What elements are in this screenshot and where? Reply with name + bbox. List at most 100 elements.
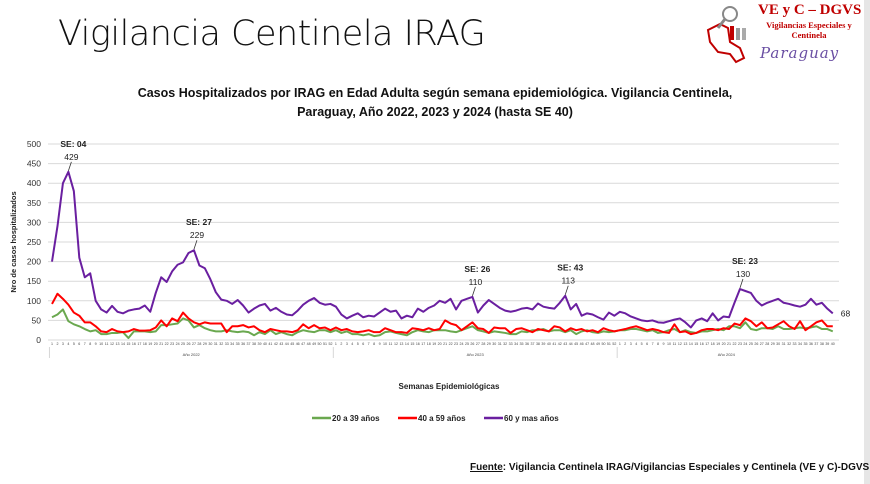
x-tick-label: 45 <box>574 342 578 346</box>
x-tick-label: 35 <box>236 342 240 346</box>
y-tick-label: 150 <box>27 276 41 286</box>
x-tick-label: 37 <box>530 342 534 346</box>
source-label: Fuente <box>470 462 503 473</box>
x-tick-label: 43 <box>563 342 567 346</box>
annotation-value: 229 <box>190 230 204 240</box>
x-tick-label: 26 <box>754 342 758 346</box>
x-tick-label: 8 <box>89 342 91 346</box>
x-tick-label: 38 <box>820 342 824 346</box>
x-tick-label: 31 <box>498 342 502 346</box>
x-tick-label: 7 <box>368 342 370 346</box>
x-tick-label: 6 <box>646 342 648 346</box>
annotation-week: SE: 26 <box>464 264 490 274</box>
x-tick-label: 32 <box>787 342 791 346</box>
x-tick-label: 16 <box>132 342 136 346</box>
x-tick-label: 28 <box>481 342 485 346</box>
x-tick-label: 42 <box>274 342 278 346</box>
x-tick-label: 21 <box>443 342 447 346</box>
x-tick-label: 35 <box>520 342 524 346</box>
x-tick-label: 32 <box>503 342 507 346</box>
x-tick-label: 34 <box>230 342 234 346</box>
x-tick-label: 31 <box>214 342 218 346</box>
x-tick-label: 27 <box>760 342 764 346</box>
annotation-value: 429 <box>64 152 78 162</box>
x-tick-label: 5 <box>357 342 359 346</box>
x-tick-label: 6 <box>78 342 80 346</box>
x-tick-label: 52 <box>328 342 332 346</box>
x-tick-label: 1 <box>619 342 621 346</box>
legend-label: 60 y mas años <box>504 414 559 423</box>
x-tick-label: 12 <box>394 342 398 346</box>
x-tick-label: 36 <box>525 342 529 346</box>
x-tick-label: 3 <box>346 342 348 346</box>
x-tick-label: 44 <box>285 342 289 346</box>
x-tick-label: 36 <box>809 342 813 346</box>
y-tick-label: 50 <box>32 315 42 325</box>
source-note: Fuente: Vigilancia Centinela IRAG/Vigila… <box>470 462 869 473</box>
x-tick-label: 42 <box>558 342 562 346</box>
x-tick-label: 47 <box>301 342 305 346</box>
x-tick-label: 14 <box>121 342 125 346</box>
annotation-leader <box>68 161 72 171</box>
x-tick-label: 17 <box>705 342 709 346</box>
chart-title-line-2: Paraguay, Año 2022, 2023 y 2024 (hasta S… <box>297 105 573 119</box>
x-tick-label: 6 <box>362 342 364 346</box>
x-tick-label: 4 <box>351 342 353 346</box>
slide-edge <box>864 0 870 484</box>
x-tick-label: 33 <box>793 342 797 346</box>
x-tick-label: 26 <box>187 342 191 346</box>
x-tick-label: 20 <box>438 342 442 346</box>
x-tick-label: 7 <box>84 342 86 346</box>
series-line-20-a-39-años <box>51 308 834 340</box>
slide-title: Vigilancia Centinela IRAG <box>58 14 486 54</box>
x-tick-label: 5 <box>641 342 643 346</box>
annotation-week: SE: 04 <box>60 139 86 149</box>
x-tick-label: 9 <box>95 342 97 346</box>
x-tick-label: 40 <box>547 342 551 346</box>
x-axis-label: Semanas Epidemiológicas <box>399 382 500 391</box>
x-tick-label: 43 <box>279 342 283 346</box>
x-tick-label: 39 <box>257 342 261 346</box>
x-tick-label: 50 <box>318 342 322 346</box>
y-axis-label: Nro de casos hospitalizados <box>9 191 18 292</box>
series-line-40-a-59-años <box>51 292 833 336</box>
x-tick-label: 19 <box>148 342 152 346</box>
x-tick-label: 14 <box>689 342 693 346</box>
x-tick-label: 13 <box>399 342 403 346</box>
x-tick-label: 15 <box>126 342 130 346</box>
x-tick-label: 11 <box>389 342 393 346</box>
x-tick-label: 48 <box>591 342 595 346</box>
x-tick-label: 34 <box>798 342 802 346</box>
x-tick-label: 32 <box>219 342 223 346</box>
x-tick-label: 22 <box>165 342 169 346</box>
logo-title: VE y C – DGVS <box>758 2 862 18</box>
x-tick-label: 39 <box>541 342 545 346</box>
x-tick-label: 26 <box>470 342 474 346</box>
x-tick-label: 35 <box>803 342 807 346</box>
x-tick-label: 3 <box>630 342 632 346</box>
x-tick-label: 45 <box>290 342 294 346</box>
x-tick-label: 25 <box>465 342 469 346</box>
y-tick-label: 350 <box>27 198 41 208</box>
source-text: : Vigilancia Centinela IRAG/Vigilancias … <box>502 462 870 473</box>
annotation-value: 130 <box>736 269 750 279</box>
x-tick-label: 41 <box>552 342 556 346</box>
x-tick-label: 29 <box>487 342 491 346</box>
x-tick-label: 8 <box>657 342 659 346</box>
y-tick-label: 500 <box>27 139 41 149</box>
x-tick-label: 11 <box>673 342 677 346</box>
x-tick-label: 44 <box>569 342 573 346</box>
x-tick-label: 24 <box>743 342 747 346</box>
x-tick-label: 23 <box>738 342 742 346</box>
logo-country: Paraguay <box>760 44 840 62</box>
year-label: Año 2023 <box>467 352 485 357</box>
x-tick-label: 33 <box>509 342 513 346</box>
annotation-week: SE: 23 <box>732 256 758 266</box>
x-tick-label: 23 <box>454 342 458 346</box>
x-tick-label: 10 <box>99 342 103 346</box>
x-tick-label: 47 <box>585 342 589 346</box>
x-tick-label: 4 <box>635 342 637 346</box>
x-tick-label: 28 <box>765 342 769 346</box>
annotation-week: SE: 27 <box>186 217 212 227</box>
